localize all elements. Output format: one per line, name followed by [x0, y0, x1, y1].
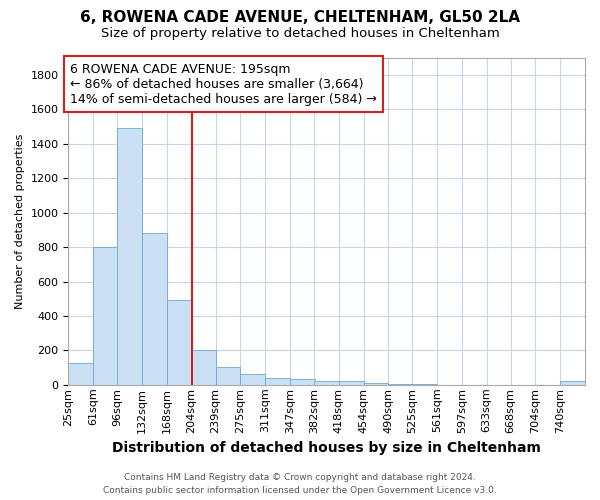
Bar [241, 374, 265, 385]
Bar [388, 384, 413, 385]
Bar [167, 300, 191, 385]
Text: 6 ROWENA CADE AVENUE: 195sqm
← 86% of detached houses are smaller (3,664)
14% of: 6 ROWENA CADE AVENUE: 195sqm ← 86% of de… [70, 62, 377, 106]
Text: 6, ROWENA CADE AVENUE, CHELTENHAM, GL50 2LA: 6, ROWENA CADE AVENUE, CHELTENHAM, GL50 … [80, 10, 520, 25]
Bar [364, 383, 388, 385]
Bar [560, 382, 585, 385]
Bar [68, 364, 93, 385]
Bar [290, 379, 314, 385]
Bar [215, 367, 241, 385]
Bar [142, 234, 167, 385]
Bar [93, 247, 118, 385]
Text: Contains HM Land Registry data © Crown copyright and database right 2024.
Contai: Contains HM Land Registry data © Crown c… [103, 474, 497, 495]
Text: Size of property relative to detached houses in Cheltenham: Size of property relative to detached ho… [101, 28, 499, 40]
Y-axis label: Number of detached properties: Number of detached properties [15, 134, 25, 309]
Bar [265, 378, 290, 385]
Bar [412, 384, 437, 385]
Bar [314, 380, 339, 385]
X-axis label: Distribution of detached houses by size in Cheltenham: Distribution of detached houses by size … [112, 441, 541, 455]
Bar [191, 350, 216, 385]
Bar [117, 128, 142, 385]
Bar [339, 382, 364, 385]
